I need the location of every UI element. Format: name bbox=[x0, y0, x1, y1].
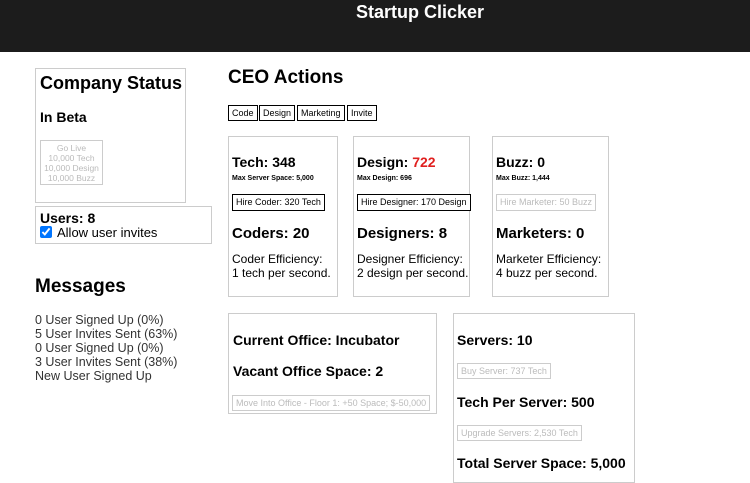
go-live-button[interactable]: Go Live 10,000 Tech 10,000 Design 10,000… bbox=[40, 140, 103, 185]
resource-line: Tech: 348 bbox=[232, 154, 296, 170]
upgrade-servers-button[interactable]: Upgrade Servers: 2,530 Tech bbox=[457, 425, 582, 441]
message: 3 User Invites Sent (38%) bbox=[35, 355, 178, 369]
workers: Coders: 20 bbox=[232, 225, 310, 242]
resource-label: Tech: bbox=[232, 154, 269, 170]
resource-line: Design: 722 bbox=[357, 154, 436, 170]
game-title: Startup Clicker bbox=[355, 2, 485, 22]
action-button[interactable]: Code bbox=[228, 105, 258, 121]
action-button[interactable]: Marketing bbox=[297, 105, 345, 121]
efficiency-rate: 1 tech per second. bbox=[232, 266, 331, 280]
tech-per-server: Tech Per Server: 500 bbox=[457, 394, 595, 410]
message: 5 User Invites Sent (63%) bbox=[35, 327, 178, 341]
card bbox=[492, 136, 609, 297]
resource-value: 0 bbox=[537, 154, 546, 170]
action-button[interactable]: Invite bbox=[347, 105, 377, 121]
resource-label: Buzz: bbox=[496, 154, 534, 170]
efficiency-rate: 4 buzz per second. bbox=[496, 266, 598, 280]
hire-button[interactable]: Hire Marketer: 50 Buzz bbox=[496, 194, 597, 211]
message: 0 User Signed Up (0%) bbox=[35, 313, 164, 327]
resource-value: 722 bbox=[412, 154, 436, 170]
vacant-space: Vacant Office Space: 2 bbox=[233, 363, 384, 379]
users-box bbox=[35, 206, 212, 244]
workers: Designers: 8 bbox=[357, 225, 448, 242]
card bbox=[228, 136, 338, 297]
resource-label: Design: bbox=[357, 154, 409, 170]
buy-server-button[interactable]: Buy Server: 737 Tech bbox=[457, 363, 551, 379]
action-button[interactable]: Design bbox=[259, 105, 296, 121]
go-live-text: 10,000 Tech bbox=[48, 153, 95, 163]
current-office: Current Office: Incubator bbox=[233, 332, 400, 348]
messages-list: 0 User Signed Up (0%) 5 User Invites Sent… bbox=[35, 313, 177, 383]
resource-max: Max Design: 696 bbox=[357, 175, 412, 182]
messages-title: Messages bbox=[35, 276, 126, 297]
message: 0 User Signed Up (0%) bbox=[35, 341, 164, 355]
workers: Marketers: 0 bbox=[496, 225, 585, 242]
servers-count: Servers: 10 bbox=[457, 332, 533, 348]
card bbox=[353, 136, 470, 297]
efficiency-label: Coder Efficiency: bbox=[232, 252, 323, 266]
resource-max: Max Server Space: 5,000 bbox=[232, 175, 314, 182]
total-server-space: Total Server Space: 5,000 bbox=[457, 455, 626, 471]
office-box bbox=[228, 313, 437, 414]
ceo-actions-title: CEO Actions bbox=[228, 67, 344, 88]
resource-value: 348 bbox=[272, 154, 296, 170]
hire-button[interactable]: Hire Designer: 170 Design bbox=[357, 194, 471, 211]
go-live-text: Go Live bbox=[56, 143, 87, 153]
header-bar bbox=[0, 0, 750, 52]
efficiency-label: Marketer Efficiency: bbox=[496, 252, 602, 266]
efficiency-label: Designer Efficiency: bbox=[357, 252, 463, 266]
checkbox-label: Allow user invites bbox=[57, 225, 158, 240]
company-status-box bbox=[35, 68, 186, 203]
efficiency-rate: 2 design per second. bbox=[357, 266, 469, 280]
company-status-title: Company Status bbox=[40, 73, 183, 93]
hire-button[interactable]: Hire Coder: 320 Tech bbox=[232, 194, 325, 211]
go-live-text: 10,000 Design bbox=[44, 163, 99, 173]
move-office-button[interactable]: Move Into Office - Floor 1: +50 Space; $… bbox=[232, 395, 431, 411]
message: New User Signed Up bbox=[35, 369, 152, 383]
invite-checkbox[interactable] bbox=[40, 226, 52, 238]
resource-max: Max Buzz: 1,444 bbox=[496, 175, 550, 182]
resource-line: Buzz: 0 bbox=[496, 154, 545, 170]
go-live-text: 10,000 Buzz bbox=[47, 173, 96, 183]
users-count: Users: 8 bbox=[40, 210, 96, 226]
stage: In Beta bbox=[40, 109, 87, 125]
